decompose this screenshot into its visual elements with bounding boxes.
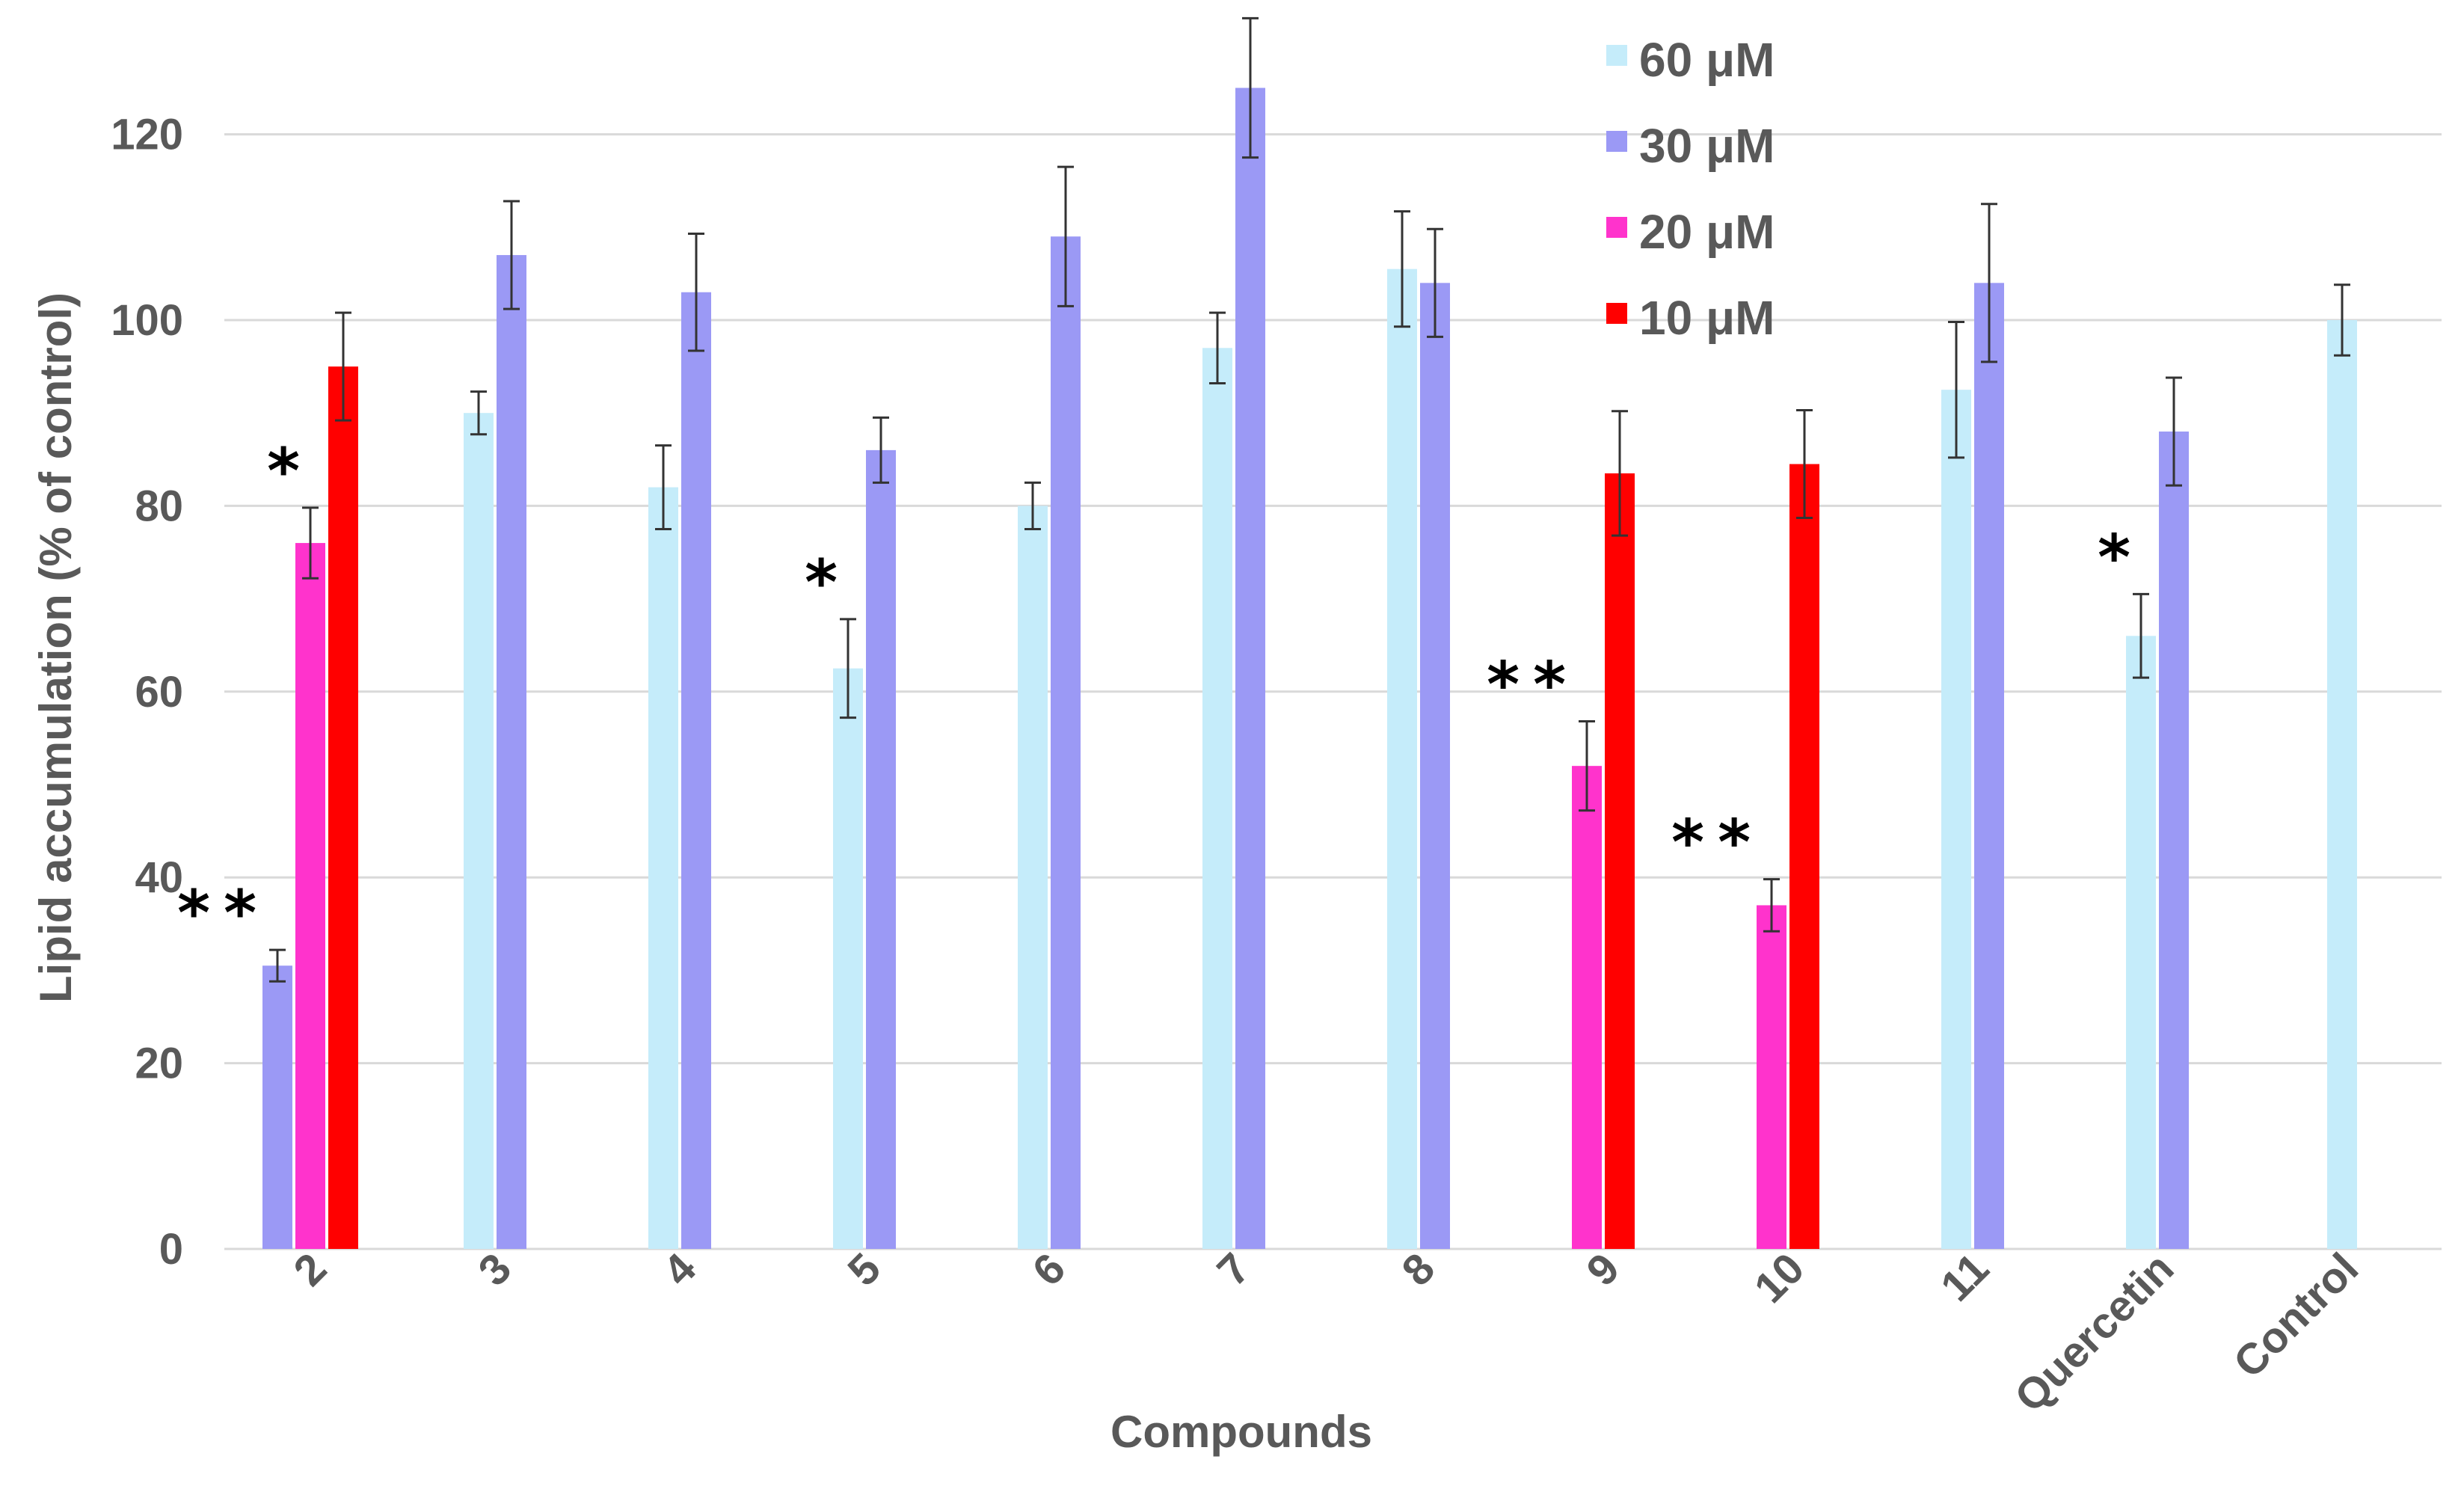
legend-swatch: [1606, 45, 1627, 66]
legend-swatch: [1606, 131, 1627, 152]
x-tick-label: 5: [838, 1244, 890, 1295]
x-tick-label: 3: [469, 1244, 520, 1295]
significance-marker: **: [1487, 648, 1579, 722]
bar-11-30μM: [1974, 283, 2004, 1249]
bar-Quercetin-60μM: [2126, 636, 2156, 1249]
bar-10-10μM: [1789, 464, 1819, 1249]
bar-2-20μM: [295, 543, 325, 1249]
legend: 60 μM 30 μM 20 μM 10 μM: [1606, 33, 1775, 345]
y-tick-label: 20: [135, 1040, 183, 1088]
bar-4-60μM: [648, 487, 678, 1249]
x-tick-label: Quercetin: [2006, 1244, 2183, 1421]
x-tick-label: 11: [1932, 1244, 1998, 1310]
x-tick-label: 2: [284, 1244, 336, 1295]
legend-label: 10 μM: [1639, 291, 1775, 345]
x-tick-label: 4: [654, 1244, 705, 1295]
significance-marker: *: [2098, 521, 2130, 594]
x-tick-label: 6: [1023, 1244, 1075, 1295]
bar-7-30μM: [1235, 88, 1265, 1249]
error-bars: [269, 16, 2350, 983]
legend-label: 30 μM: [1639, 119, 1775, 173]
x-axis-ticks: 2 3 4 5 6 7 8 9 10 11 Quercetin Control: [284, 1244, 2368, 1421]
y-axis-ticks: 0 20 40 60 80 100 120: [111, 111, 183, 1274]
y-axis-title: Lipid accumulation (% of control): [31, 292, 81, 1003]
x-tick-label: 9: [1577, 1244, 1629, 1295]
bar-Quercetin-30μM: [2159, 432, 2189, 1249]
y-tick-label: 120: [111, 111, 183, 159]
bar-4-30μM: [681, 292, 711, 1249]
bar-6-60μM: [1018, 506, 1048, 1249]
legend-swatch: [1606, 217, 1627, 238]
bar-7-60μM: [1202, 348, 1232, 1249]
significance-markers: *********: [177, 435, 2130, 950]
x-tick-label: Control: [2224, 1244, 2368, 1387]
gridlines: [224, 133, 2442, 1250]
x-axis-title: Compounds: [1110, 1407, 1372, 1457]
bar-9-10μM: [1605, 473, 1635, 1250]
legend-label: 60 μM: [1639, 33, 1775, 87]
legend-label: 20 μM: [1639, 205, 1775, 259]
significance-marker: **: [1671, 806, 1764, 879]
significance-marker: *: [805, 546, 838, 619]
significance-marker: **: [177, 876, 270, 950]
y-tick-label: 100: [111, 296, 183, 345]
y-tick-label: 60: [135, 668, 183, 716]
bar-3-60μM: [464, 413, 494, 1250]
bar-6-30μM: [1051, 236, 1081, 1250]
legend-swatch: [1606, 303, 1627, 324]
bars: [262, 88, 2357, 1250]
bar-5-60μM: [833, 668, 863, 1249]
x-tick-label: 10: [1745, 1244, 1814, 1313]
significance-marker: *: [267, 435, 300, 508]
bar-8-60μM: [1387, 268, 1417, 1250]
bar-5-30μM: [866, 449, 896, 1249]
x-tick-label: 8: [1392, 1244, 1444, 1295]
bar-2-30μM: [262, 965, 292, 1249]
y-tick-label: 0: [159, 1225, 183, 1274]
bar-11-60μM: [1941, 390, 1971, 1249]
x-tick-label: 7: [1208, 1244, 1259, 1295]
bar-9-20μM: [1572, 766, 1602, 1249]
bar-10-20μM: [1757, 905, 1786, 1249]
bar-8-30μM: [1420, 283, 1450, 1249]
bar-Control-60μM: [2327, 320, 2357, 1249]
bar-2-10μM: [328, 366, 358, 1250]
bar-3-30μM: [497, 255, 526, 1249]
y-tick-label: 40: [135, 853, 183, 902]
y-tick-label: 80: [135, 482, 183, 530]
